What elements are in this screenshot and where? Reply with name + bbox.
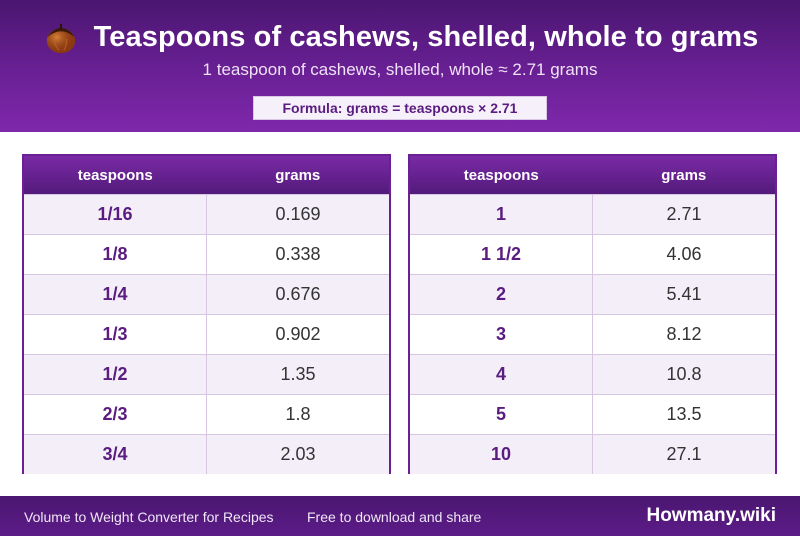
column-header-grams: grams xyxy=(661,166,707,184)
grams-cell: 0.338 xyxy=(275,244,321,264)
teaspoons-cell: 1/16 xyxy=(24,195,207,234)
teaspoons-cell: 1/4 xyxy=(24,275,207,314)
table-row: 1/8 0.338 xyxy=(24,234,389,274)
footer-converter-link[interactable]: Volume to Weight Converter for Recipes xyxy=(24,509,274,525)
subtitle: 1 teaspoon of cashews, shelled, whole ≈ … xyxy=(202,60,598,79)
teaspoons-cell: 1 xyxy=(410,195,593,234)
table-row: 1/3 0.902 xyxy=(24,314,389,354)
page-title: Teaspoons of cashews, shelled, whole to … xyxy=(93,20,759,53)
grams-cell: 2.03 xyxy=(280,444,316,464)
footer-tagline: Free to download and share xyxy=(307,509,482,525)
conversion-table-left: teaspoons grams 1/16 0.169 1/8 0.338 1/4 0.… xyxy=(22,154,391,474)
teaspoons-cell: 5 xyxy=(410,395,593,434)
teaspoons-cell: 1/8 xyxy=(24,235,207,274)
table-row: 10 27.1 xyxy=(410,434,775,474)
table-body: 1/16 0.169 1/8 0.338 1/4 0.676 1/3 0.902 1/2… xyxy=(24,194,389,474)
grams-cell: 2.71 xyxy=(666,204,702,224)
table-header: teaspoons grams xyxy=(410,156,775,194)
teaspoons-cell: 1/3 xyxy=(24,315,207,354)
grams-cell: 27.1 xyxy=(666,444,702,464)
table-row: 2/3 1.8 xyxy=(24,394,389,434)
table-body: 1 2.71 1 1/2 4.06 2 5.41 3 8.12 4 10.8 5 13.5 … xyxy=(410,194,775,474)
grams-cell: 8.12 xyxy=(666,324,702,344)
footer: Volume to Weight Converter for Recipes F… xyxy=(0,496,800,536)
teaspoons-cell: 2 xyxy=(410,275,593,314)
brand-logo[interactable]: Howmany.wiki xyxy=(646,505,776,526)
table-row: 1/2 1.35 xyxy=(24,354,389,394)
teaspoons-cell: 3 xyxy=(410,315,593,354)
teaspoons-cell: 4 xyxy=(410,355,593,394)
grams-cell: 13.5 xyxy=(666,404,702,424)
grams-cell: 0.676 xyxy=(275,284,321,304)
grams-cell: 0.902 xyxy=(275,324,321,344)
table-row: 3 8.12 xyxy=(410,314,775,354)
table-row: 3/4 2.03 xyxy=(24,434,389,474)
header: Teaspoons of cashews, shelled, whole to … xyxy=(0,0,800,132)
grams-cell: 10.8 xyxy=(666,364,702,384)
table-row: 1 2.71 xyxy=(410,194,775,234)
formula-badge: Formula: grams = teaspoons × 2.71 xyxy=(253,96,547,120)
grams-cell: 0.169 xyxy=(275,204,321,224)
column-header-grams: grams xyxy=(275,166,321,184)
teaspoons-cell: 1 1/2 xyxy=(410,235,593,274)
column-header-teaspoons: teaspoons xyxy=(463,166,539,184)
table-header: teaspoons grams xyxy=(24,156,389,194)
column-header-teaspoons: teaspoons xyxy=(77,166,153,184)
title-row: Teaspoons of cashews, shelled, whole to … xyxy=(0,16,800,58)
teaspoons-cell: 10 xyxy=(410,435,593,474)
table-row: 1 1/2 4.06 xyxy=(410,234,775,274)
table-row: 1/4 0.676 xyxy=(24,274,389,314)
table-row: 4 10.8 xyxy=(410,354,775,394)
grams-cell: 5.41 xyxy=(666,284,702,304)
teaspoons-cell: 1/2 xyxy=(24,355,207,394)
teaspoons-cell: 3/4 xyxy=(24,435,207,474)
grams-cell: 4.06 xyxy=(666,244,702,264)
teaspoons-cell: 2/3 xyxy=(24,395,207,434)
grams-cell: 1.8 xyxy=(285,404,311,424)
table-row: 2 5.41 xyxy=(410,274,775,314)
grams-cell: 1.35 xyxy=(280,364,316,384)
chestnut-icon xyxy=(46,23,75,54)
table-row: 1/16 0.169 xyxy=(24,194,389,234)
table-row: 5 13.5 xyxy=(410,394,775,434)
